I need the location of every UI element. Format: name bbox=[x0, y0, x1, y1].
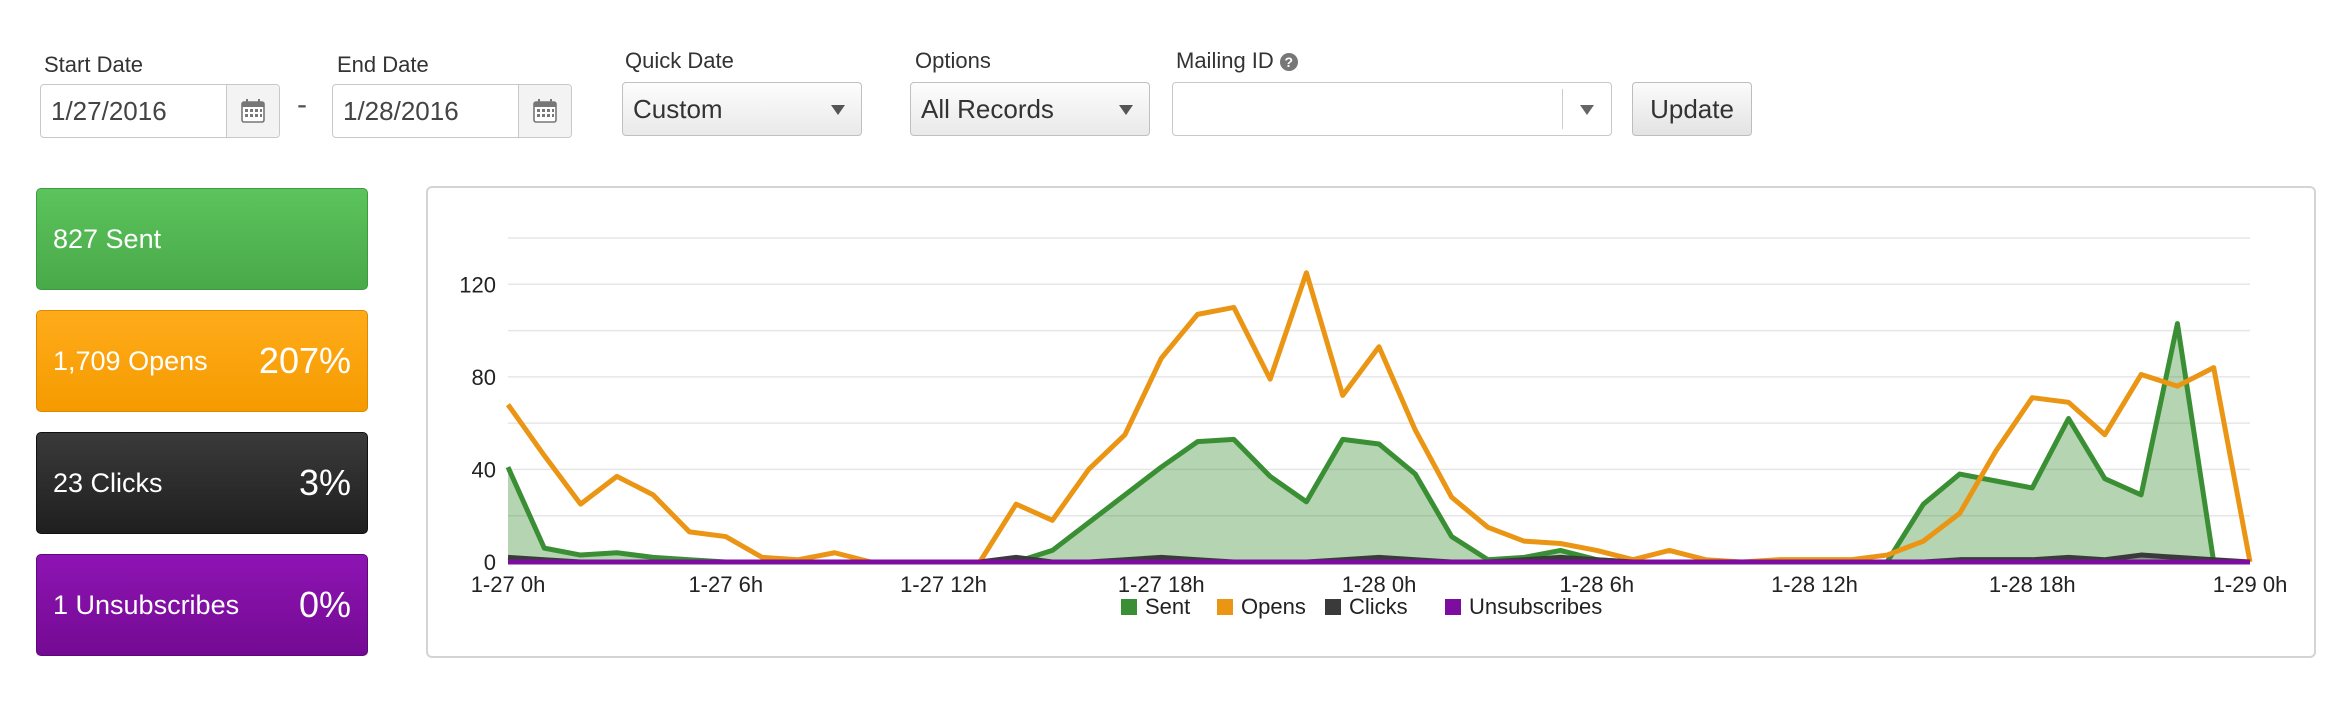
x-tick-label: 1-28 12h bbox=[1771, 572, 1858, 597]
options-label: Options bbox=[915, 48, 991, 73]
legend-swatch bbox=[1445, 599, 1461, 615]
stat-unsubscribes[interactable]: 1 Unsubscribes 0% bbox=[36, 554, 368, 656]
legend-label: Unsubscribes bbox=[1469, 594, 1602, 619]
chevron-down-icon[interactable] bbox=[1119, 105, 1133, 115]
start-date-label: Start Date bbox=[44, 52, 144, 77]
chart-panel: 0 40 80 120 1-27 0h 1-27 6h 1-27 12h 1-27 18h 1-… bbox=[426, 186, 2316, 658]
start-date-field[interactable]: 1/27/2016 bbox=[40, 84, 280, 138]
start-date-value[interactable]: 1/27/2016 bbox=[51, 95, 167, 126]
legend-swatch bbox=[1217, 599, 1233, 615]
y-tick-label: 0 bbox=[484, 550, 496, 575]
x-tick-label: 1-27 18h bbox=[1118, 572, 1205, 597]
x-tick-label: 1-27 12h bbox=[900, 572, 987, 597]
mailing-id-label-text: Mailing ID bbox=[1176, 48, 1274, 73]
legend-label: Sent bbox=[1145, 594, 1190, 619]
quick-date-value: Custom bbox=[633, 93, 723, 124]
mailing-id-label: Mailing ID? bbox=[1176, 48, 1298, 74]
stat-clicks-percent: 3% bbox=[298, 462, 351, 503]
stat-clicks-text: 23 Clicks bbox=[53, 467, 163, 498]
stat-clicks[interactable]: 23 Clicks 3% bbox=[36, 432, 368, 534]
quick-date-select[interactable]: Custom bbox=[622, 82, 862, 136]
mailing-id-select[interactable] bbox=[1172, 82, 1612, 136]
legend-swatch bbox=[1325, 599, 1341, 615]
select-divider bbox=[1562, 89, 1563, 129]
end-date-value[interactable]: 1/28/2016 bbox=[343, 95, 459, 126]
legend-label: Opens bbox=[1241, 594, 1306, 619]
stat-sent[interactable]: 827 Sent bbox=[36, 188, 368, 290]
legend-label: Clicks bbox=[1349, 594, 1408, 619]
options-select[interactable]: All Records bbox=[910, 82, 1150, 136]
help-icon[interactable]: ? bbox=[1279, 53, 1298, 72]
x-tick-label: 1-28 6h bbox=[1559, 572, 1634, 597]
y-tick-label: 80 bbox=[472, 365, 496, 390]
stat-opens[interactable]: 1,709 Opens 207% bbox=[36, 310, 368, 412]
chevron-down-icon[interactable] bbox=[831, 105, 845, 115]
x-tick-label: 1-28 18h bbox=[1989, 572, 2076, 597]
y-tick-label: 120 bbox=[459, 272, 496, 297]
options-value: All Records bbox=[921, 93, 1054, 124]
stat-unsubscribes-percent: 0% bbox=[298, 584, 351, 625]
chevron-down-icon[interactable] bbox=[1580, 105, 1594, 115]
stat-opens-text: 1,709 Opens bbox=[53, 345, 208, 376]
end-date-field[interactable]: 1/28/2016 bbox=[332, 84, 572, 138]
legend-swatch bbox=[1121, 599, 1137, 615]
calendar-icon[interactable] bbox=[518, 85, 571, 137]
update-button[interactable]: Update bbox=[1632, 82, 1752, 136]
calendar-icon[interactable] bbox=[226, 85, 279, 137]
series-area-sent bbox=[508, 323, 2250, 562]
stat-unsubscribes-text: 1 Unsubscribes bbox=[53, 589, 240, 620]
quick-date-label: Quick Date bbox=[625, 48, 734, 73]
x-tick-label: 1-29 0h bbox=[2213, 572, 2288, 597]
stat-opens-percent: 207% bbox=[258, 340, 351, 381]
x-tick-label: 1-27 0h bbox=[471, 572, 546, 597]
x-tick-label: 1-27 6h bbox=[688, 572, 763, 597]
y-tick-label: 40 bbox=[472, 457, 496, 482]
activity-chart: 0 40 80 120 1-27 0h 1-27 6h 1-27 12h 1-27 18h 1-… bbox=[459, 237, 2288, 619]
stat-sent-text: 827 Sent bbox=[53, 223, 162, 254]
end-date-label: End Date bbox=[337, 52, 429, 77]
date-range-separator: - bbox=[297, 88, 307, 121]
x-tick-label: 1-28 0h bbox=[1342, 572, 1417, 597]
